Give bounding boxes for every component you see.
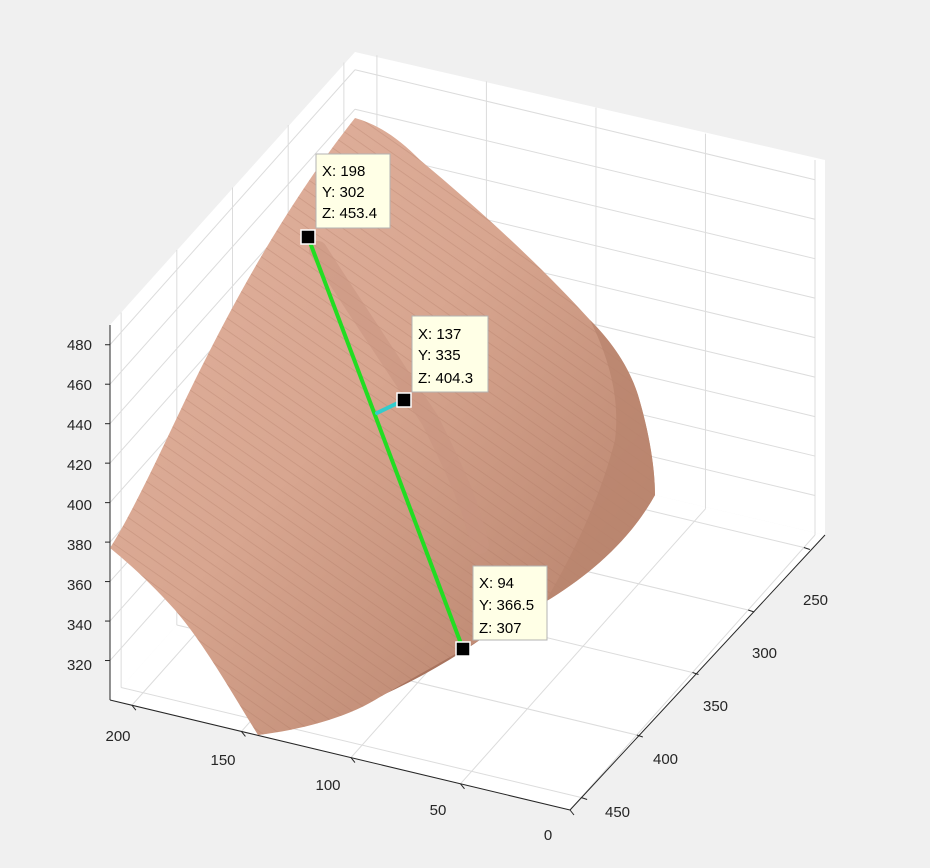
y-tick-label: 400 [653, 751, 678, 768]
datatip-z-label: Z: [479, 620, 497, 637]
svg-text:Y: 335: Y: 335 [418, 347, 461, 364]
datatip-y-value: 302 [340, 184, 365, 201]
x-tick-label: 200 [105, 728, 130, 745]
datatip-box [472, 565, 548, 641]
datatip-x-value: 94 [497, 575, 514, 592]
svg-text:Z: 307: Z: 307 [479, 620, 522, 637]
datatip-1[interactable]: X: 198 Y: 302 Z: 453.4 [315, 153, 391, 229]
svg-text:X: 137: X: 137 [418, 326, 461, 343]
tick-mark [569, 809, 575, 816]
datatip-y-label: Y: [418, 347, 436, 364]
z-tick-label: 400 [67, 497, 92, 514]
datatip-z-value: 307 [497, 620, 522, 637]
tick-mark [580, 797, 588, 800]
datatip-box [315, 153, 391, 229]
y-tick-labels: 250 300 350 400 450 [605, 592, 828, 821]
datatip-2[interactable]: X: 137 Y: 335 Z: 404.3 [411, 315, 489, 393]
datatip-z-label: Z: [322, 205, 340, 222]
surface-ridge [309, 241, 489, 554]
grid-line [354, 148, 816, 260]
x-axis-line [109, 699, 571, 811]
y-tick-label: 250 [803, 592, 828, 609]
z-tick-label: 420 [67, 457, 92, 474]
tick-mark [803, 547, 811, 550]
x-tick-labels: 200 150 100 50 0 [105, 728, 552, 844]
svg-text:Y: 366.5: Y: 366.5 [479, 597, 534, 614]
z-tick-label: 320 [67, 657, 92, 674]
datatip-z-value: 453.4 [340, 205, 378, 222]
grid-line [109, 108, 356, 385]
tick-mark [241, 731, 246, 737]
datatip-x-label: X: [418, 326, 436, 343]
datatip-x-label: X: [322, 163, 340, 180]
svg-text:Z: 404.3: Z: 404.3 [418, 370, 473, 387]
datatip-y-label: Y: [479, 597, 497, 614]
datatip-x-value: 137 [436, 326, 461, 343]
z-tick-label: 480 [67, 337, 92, 354]
axis-lines [109, 325, 826, 811]
tick-marks [105, 344, 811, 816]
y-tick-label: 300 [752, 645, 777, 662]
z-tick-label: 360 [67, 577, 92, 594]
datatip-3[interactable]: X: 94 Y: 366.5 Z: 307 [472, 565, 548, 641]
grid-line [354, 108, 816, 220]
datatip-marker-1[interactable] [300, 229, 316, 245]
x-tick-label: 150 [210, 752, 235, 769]
datatip-y-label: Y: [322, 184, 340, 201]
svg-text:Y: 302: Y: 302 [322, 184, 365, 201]
x-tick-label: 100 [315, 777, 340, 794]
tick-mark [131, 704, 137, 711]
z-tick-label: 440 [67, 417, 92, 434]
z-tick-label: 340 [67, 617, 92, 634]
datatip-x-label: X: [479, 575, 497, 592]
z-tick-label: 380 [67, 537, 92, 554]
svg-text:Z: 453.4: Z: 453.4 [322, 205, 377, 222]
datatip-marker-3[interactable] [455, 641, 471, 657]
z-tick-labels: 480 460 440 420 400 380 360 340 320 [67, 337, 92, 674]
y-axis-line [569, 534, 826, 811]
svg-text:X: 198: X: 198 [322, 163, 365, 180]
datatip-z-label: Z: [418, 370, 436, 387]
datatip-marker-2[interactable] [396, 392, 412, 408]
surface-right-face [545, 320, 655, 602]
path-line-green [306, 235, 465, 651]
tick-mark [692, 672, 699, 675]
x-tick-label: 50 [430, 802, 447, 819]
grid-line [121, 687, 582, 798]
datatip-y-value: 335 [436, 347, 461, 364]
datatip-box [411, 315, 489, 393]
tick-mark [460, 783, 465, 790]
z-tick-label: 460 [67, 377, 92, 394]
x-tick-label: 0 [544, 827, 552, 844]
datatip-x-value: 198 [340, 163, 365, 180]
datatip-y-value: 366.5 [497, 597, 535, 614]
y-tick-label: 450 [605, 804, 630, 821]
datatip-z-value: 404.3 [436, 370, 474, 387]
svg-text:X: 94: X: 94 [479, 575, 514, 592]
grid-line [354, 69, 816, 181]
tick-mark [350, 757, 356, 763]
tick-mark [748, 609, 755, 613]
grid-line [109, 69, 356, 346]
y-tick-label: 350 [703, 698, 728, 715]
tick-mark [636, 734, 643, 738]
